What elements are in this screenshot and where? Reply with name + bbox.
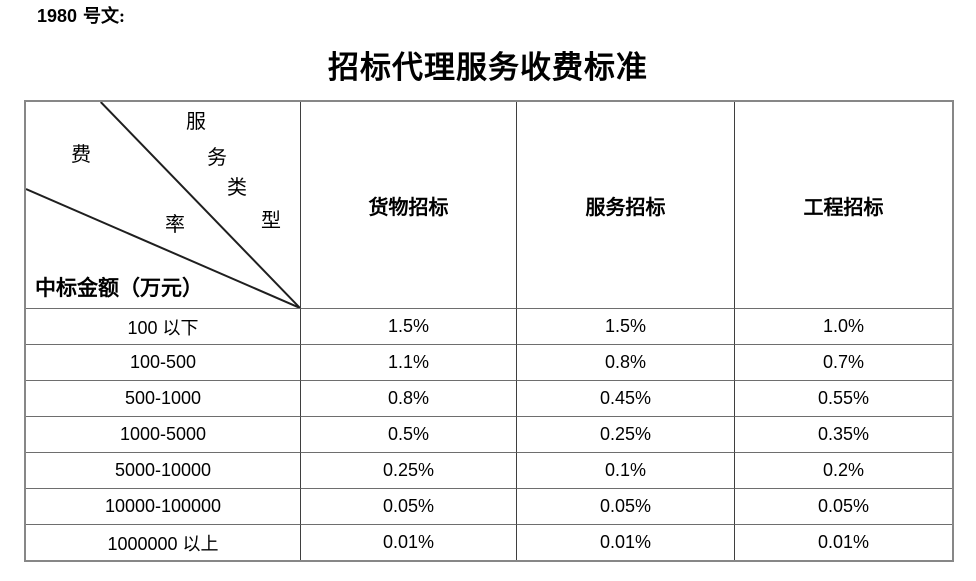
- rate-cell-engineering: 0.55%: [735, 381, 952, 417]
- table-row: 100 以下 1.5% 1.5% 1.0%: [26, 309, 952, 345]
- column-header-service: 服务招标: [517, 102, 735, 309]
- table-row: 500-1000 0.8% 0.45% 0.55%: [26, 381, 952, 417]
- rate-cell-service: 0.45%: [517, 381, 735, 417]
- service-type-char: 型: [261, 210, 281, 232]
- rate-cell-service: 0.8%: [517, 345, 735, 381]
- rate-cell-engineering: 0.01%: [817, 532, 870, 552]
- rate-cell-goods: 1.5%: [301, 309, 517, 345]
- diagonal-line-upper: [100, 102, 300, 308]
- service-type-char: 务: [207, 147, 227, 169]
- column-header-goods: 货物招标: [301, 102, 517, 309]
- fee-rate-char: 率: [165, 214, 185, 236]
- amount-range-cell: 100 以下: [26, 309, 301, 345]
- rate-cell-engineering: 0.2%: [735, 453, 952, 489]
- diagonal-line-lower: [26, 188, 300, 308]
- rate-cell-engineering: 1.0%: [735, 309, 952, 345]
- rate-cell-engineering: 0.35%: [735, 417, 952, 453]
- rate-cell-goods: 0.5%: [301, 417, 517, 453]
- table-row: 100-500 1.1% 0.8% 0.7%: [26, 345, 952, 381]
- rate-cell-engineering: 0.7%: [735, 345, 952, 381]
- corner-diagonal-lines: [26, 102, 300, 308]
- doc-number-text: 号文:: [83, 6, 126, 26]
- rate-cell-goods: 0.01%: [301, 525, 517, 560]
- rate-cell-goods: 0.05%: [301, 489, 517, 525]
- table-header-row: 服 务 类 型 费 率 中标金额（万元） 货物招标 服务招标 工程招标: [26, 102, 952, 309]
- amount-range-cell: 1000000 以上: [26, 525, 301, 560]
- table-row: 1000000 以上 0.01% 0.01% 0.01%: [26, 525, 952, 560]
- fee-table: 服 务 类 型 费 率 中标金额（万元） 货物招标 服务招标 工程招标 100 …: [24, 100, 954, 562]
- amount-range-cell: 5000-10000: [26, 453, 301, 489]
- doc-number: 1980 号文:: [37, 4, 125, 28]
- rate-cell-goods: 0.8%: [301, 381, 517, 417]
- table-row: 1000-5000 0.5% 0.25% 0.35%: [26, 417, 952, 453]
- amount-range-cell: 500-1000: [26, 381, 301, 417]
- amount-range-cell: 100-500: [26, 345, 301, 381]
- rate-cell-goods: 1.1%: [301, 345, 517, 381]
- rate-cell-engineering: 0.05%: [735, 489, 952, 525]
- amount-axis-label: 中标金额（万元）: [35, 276, 203, 300]
- corner-cell: 服 务 类 型 费 率 中标金额（万元）: [26, 102, 301, 309]
- rate-cell-service: 1.5%: [517, 309, 735, 345]
- rate-cell-service: 0.05%: [517, 489, 735, 525]
- service-type-char: 服: [186, 111, 206, 133]
- amount-range-cell: 10000-100000: [26, 489, 301, 525]
- column-header-engineering: 工程招标: [735, 102, 952, 309]
- doc-number-value: 1980: [37, 6, 78, 26]
- table-row: 10000-100000 0.05% 0.05% 0.05%: [26, 489, 952, 525]
- fee-rate-char: 费: [71, 144, 91, 166]
- amount-range-cell: 1000-5000: [26, 417, 301, 453]
- service-type-char: 类: [227, 177, 247, 199]
- rate-cell-goods: 0.25%: [301, 453, 517, 489]
- page-title: 招标代理服务收费标准: [328, 50, 648, 85]
- table-row: 5000-10000 0.25% 0.1% 0.2%: [26, 453, 952, 489]
- rate-cell-service: 0.1%: [517, 453, 735, 489]
- rate-cell-service: 0.25%: [517, 417, 735, 453]
- rate-cell-service: 0.01%: [517, 525, 735, 560]
